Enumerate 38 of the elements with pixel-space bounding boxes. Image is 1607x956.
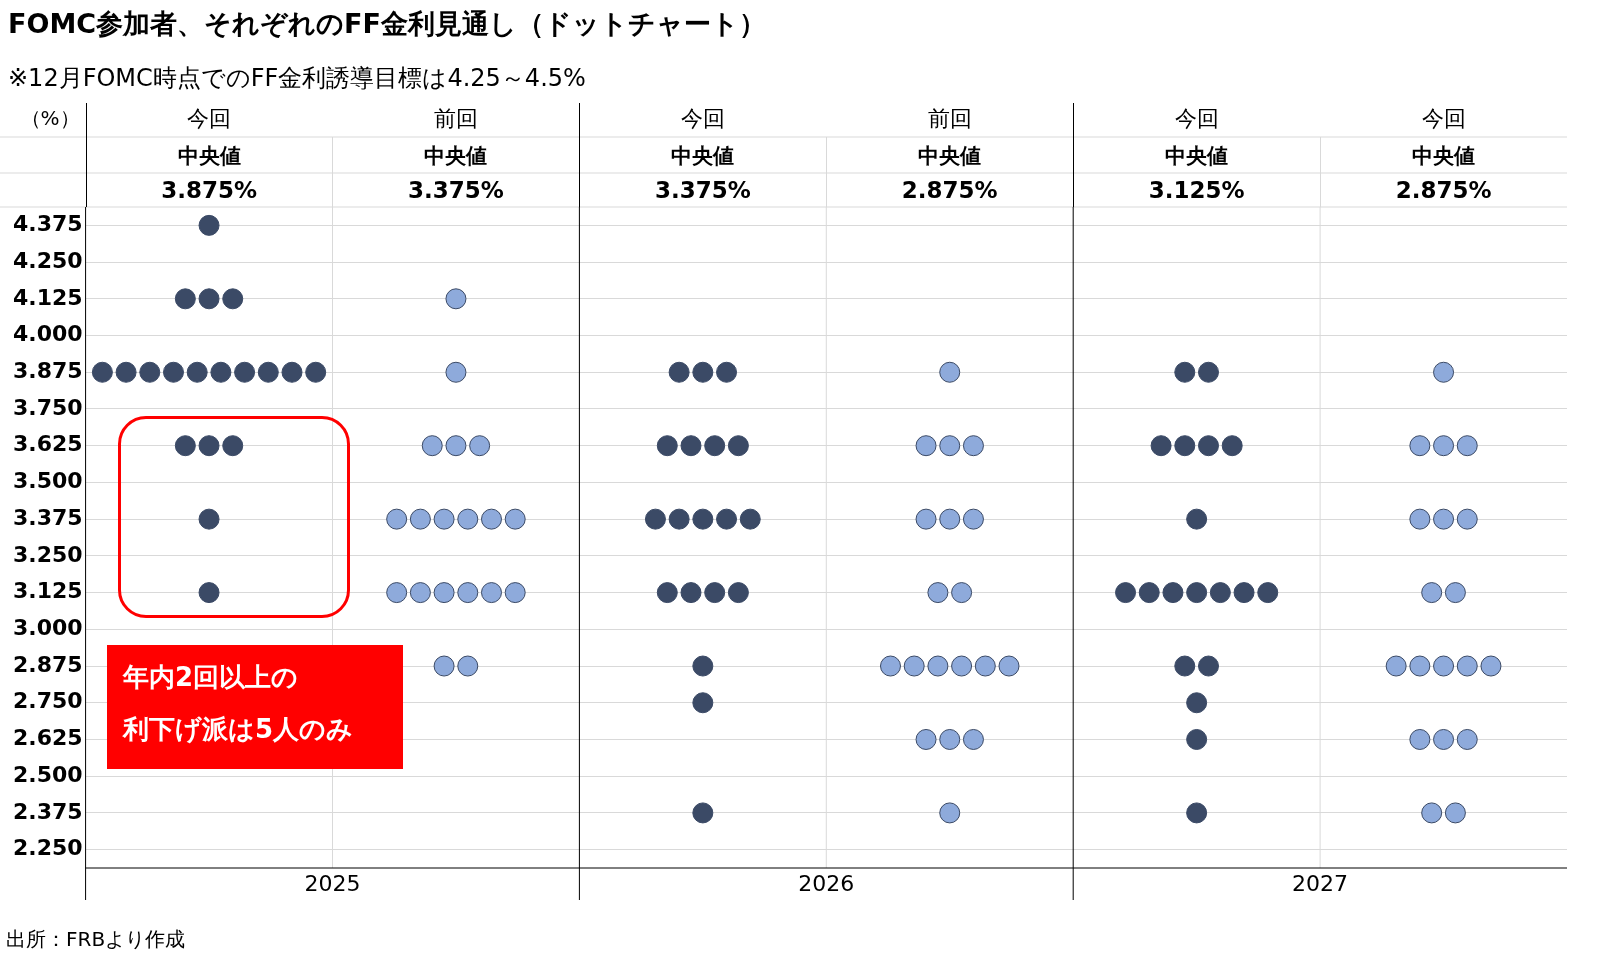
- chart-subtitle: ※12月FOMC時点でのFF金利誘導目標は4.25～4.5%: [8, 63, 586, 94]
- x-tick-label: 前回: [927, 105, 972, 131]
- annotation: 年内2回以上の利下げ派は5人のみ: [123, 662, 354, 744]
- x-tick-label: 今回: [1421, 105, 1466, 131]
- text: 中央値 2.875%: [901, 144, 998, 203]
- text: 中央値 3.875%: [161, 144, 257, 203]
- text: 2026: [798, 870, 855, 896]
- chart-title: FOMC参加者、それぞれのFF金利見通し（ドットチャート）: [8, 7, 766, 41]
- y-tick-label: 2.250: [12, 835, 83, 861]
- y-tick-label: 3.125: [12, 578, 83, 604]
- y-tick-label: 2.625: [12, 725, 83, 751]
- y-tick-label: 4.000: [12, 321, 83, 347]
- y-tick-label: 3.250: [12, 541, 83, 567]
- text: 2025: [304, 870, 361, 896]
- y-tick-label: 4.375: [12, 211, 83, 237]
- text: 中央値 3.375%: [654, 144, 751, 203]
- y-tick-label: 4.125: [12, 284, 83, 310]
- y-tick-label: 3.000: [12, 615, 83, 641]
- y-tick-label: 2.875: [12, 651, 83, 677]
- y-tick-label: 3.500: [12, 468, 83, 494]
- x-tick-label: 今回: [187, 105, 232, 131]
- y-tick-label: 2.750: [12, 688, 83, 714]
- y-axis-title: （%）: [20, 106, 80, 131]
- y-tick-label: 2.500: [12, 761, 83, 787]
- y-tick-label: 3.875: [12, 357, 83, 383]
- y-tick-label: 4.250: [12, 247, 83, 273]
- text: 出所：FRBより作成: [6, 926, 186, 953]
- y-tick-label: 2.375: [12, 798, 83, 824]
- text: 中央値 3.375%: [408, 144, 504, 203]
- y-tick-label: 3.375: [12, 504, 83, 530]
- x-tick-label: 今回: [1174, 105, 1219, 131]
- text: 2027: [1292, 870, 1349, 896]
- y-tick-label: 3.750: [12, 394, 83, 420]
- x-tick-label: 前回: [433, 105, 478, 131]
- text: 中央値 3.125%: [1148, 144, 1245, 203]
- text: 中央値 2.875%: [1395, 144, 1492, 203]
- y-tick-label: 3.625: [12, 431, 83, 457]
- x-tick-label: 今回: [680, 105, 725, 131]
